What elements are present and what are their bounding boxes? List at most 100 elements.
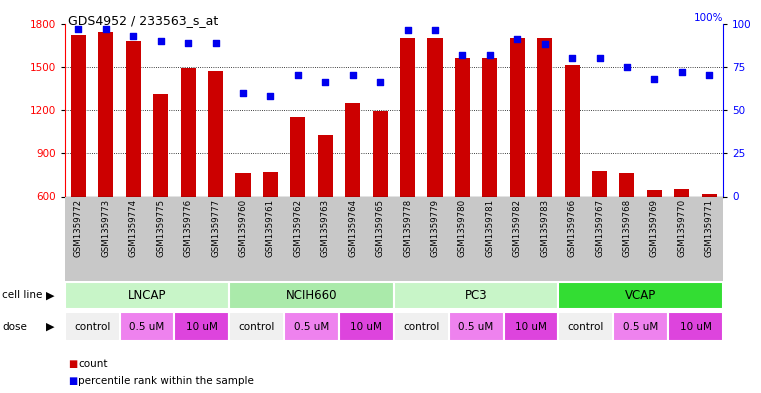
Bar bbox=[674, 189, 689, 196]
Bar bbox=[537, 38, 552, 197]
Point bbox=[100, 26, 112, 32]
Text: VCAP: VCAP bbox=[625, 288, 656, 302]
Point bbox=[539, 41, 551, 48]
Bar bbox=[119, 312, 174, 341]
Point bbox=[621, 64, 633, 70]
Text: 0.5 uM: 0.5 uM bbox=[294, 321, 330, 332]
Bar bbox=[373, 111, 387, 196]
Point bbox=[374, 79, 386, 86]
Bar bbox=[504, 312, 559, 341]
Point bbox=[72, 26, 84, 32]
Text: GSM1359771: GSM1359771 bbox=[705, 199, 714, 257]
Bar bbox=[229, 282, 394, 309]
Point bbox=[182, 39, 194, 46]
Text: 0.5 uM: 0.5 uM bbox=[129, 321, 164, 332]
Bar bbox=[71, 35, 86, 197]
Point bbox=[676, 69, 688, 75]
Text: 10 uM: 10 uM bbox=[515, 321, 547, 332]
Bar bbox=[559, 282, 723, 309]
Bar bbox=[208, 71, 223, 196]
Text: 10 uM: 10 uM bbox=[680, 321, 712, 332]
Point bbox=[648, 76, 661, 82]
Bar bbox=[263, 172, 278, 196]
Bar bbox=[668, 312, 723, 341]
Text: control: control bbox=[568, 321, 604, 332]
Text: control: control bbox=[74, 321, 110, 332]
Text: ▶: ▶ bbox=[46, 321, 55, 332]
Point bbox=[154, 38, 167, 44]
Point bbox=[209, 39, 221, 46]
Text: 100%: 100% bbox=[693, 13, 723, 23]
Text: GSM1359761: GSM1359761 bbox=[266, 199, 275, 257]
Bar bbox=[619, 173, 635, 196]
Bar bbox=[702, 194, 717, 196]
Point bbox=[346, 72, 358, 79]
Bar bbox=[65, 312, 119, 341]
Text: count: count bbox=[78, 358, 108, 369]
Bar bbox=[290, 117, 305, 196]
Text: GSM1359763: GSM1359763 bbox=[320, 199, 330, 257]
Text: GSM1359766: GSM1359766 bbox=[568, 199, 577, 257]
Point bbox=[291, 72, 304, 79]
Text: dose: dose bbox=[2, 321, 27, 332]
Bar bbox=[174, 312, 229, 341]
Text: ■: ■ bbox=[68, 358, 78, 369]
Bar bbox=[400, 38, 415, 197]
Text: GSM1359775: GSM1359775 bbox=[156, 199, 165, 257]
Bar bbox=[449, 312, 504, 341]
Bar bbox=[565, 65, 580, 196]
Text: 10 uM: 10 uM bbox=[351, 321, 382, 332]
Text: GSM1359778: GSM1359778 bbox=[403, 199, 412, 257]
Text: GSM1359767: GSM1359767 bbox=[595, 199, 604, 257]
Text: GSM1359764: GSM1359764 bbox=[349, 199, 357, 257]
Bar bbox=[393, 312, 449, 341]
Text: GSM1359768: GSM1359768 bbox=[622, 199, 632, 257]
Bar bbox=[317, 134, 333, 196]
Text: 0.5 uM: 0.5 uM bbox=[458, 321, 494, 332]
Bar bbox=[613, 312, 668, 341]
Bar bbox=[455, 58, 470, 196]
Text: GSM1359765: GSM1359765 bbox=[376, 199, 384, 257]
Text: GSM1359781: GSM1359781 bbox=[486, 199, 495, 257]
Point bbox=[703, 72, 715, 79]
Text: GSM1359774: GSM1359774 bbox=[129, 199, 138, 257]
Text: LNCAP: LNCAP bbox=[128, 288, 166, 302]
Text: control: control bbox=[403, 321, 439, 332]
Text: GSM1359762: GSM1359762 bbox=[293, 199, 302, 257]
Text: GSM1359770: GSM1359770 bbox=[677, 199, 686, 257]
Text: GSM1359772: GSM1359772 bbox=[74, 199, 83, 257]
Point bbox=[264, 93, 276, 99]
Bar bbox=[284, 312, 339, 341]
Text: GSM1359779: GSM1359779 bbox=[431, 199, 439, 257]
Bar bbox=[126, 41, 141, 196]
Bar bbox=[559, 312, 613, 341]
Point bbox=[484, 51, 496, 58]
Bar bbox=[647, 190, 662, 196]
Text: cell line: cell line bbox=[2, 290, 43, 300]
Bar bbox=[345, 103, 360, 196]
Bar bbox=[592, 171, 607, 196]
Bar bbox=[339, 312, 393, 341]
Point bbox=[237, 90, 249, 96]
Point bbox=[127, 33, 139, 39]
Bar bbox=[65, 282, 229, 309]
Bar bbox=[510, 38, 525, 197]
Text: 10 uM: 10 uM bbox=[186, 321, 218, 332]
Bar bbox=[229, 312, 284, 341]
Text: GDS4952 / 233563_s_at: GDS4952 / 233563_s_at bbox=[68, 14, 218, 27]
Text: GSM1359780: GSM1359780 bbox=[458, 199, 467, 257]
Text: GSM1359782: GSM1359782 bbox=[513, 199, 522, 257]
Bar bbox=[428, 38, 442, 197]
Text: 0.5 uM: 0.5 uM bbox=[623, 321, 658, 332]
Text: NCIH660: NCIH660 bbox=[286, 288, 337, 302]
Point bbox=[566, 55, 578, 61]
Text: ■: ■ bbox=[68, 376, 78, 386]
Point bbox=[594, 55, 606, 61]
Bar bbox=[180, 68, 196, 196]
Bar bbox=[153, 94, 168, 196]
Point bbox=[319, 79, 331, 86]
Point bbox=[429, 28, 441, 34]
Bar bbox=[235, 173, 250, 196]
Point bbox=[457, 51, 469, 58]
Bar bbox=[98, 31, 113, 196]
